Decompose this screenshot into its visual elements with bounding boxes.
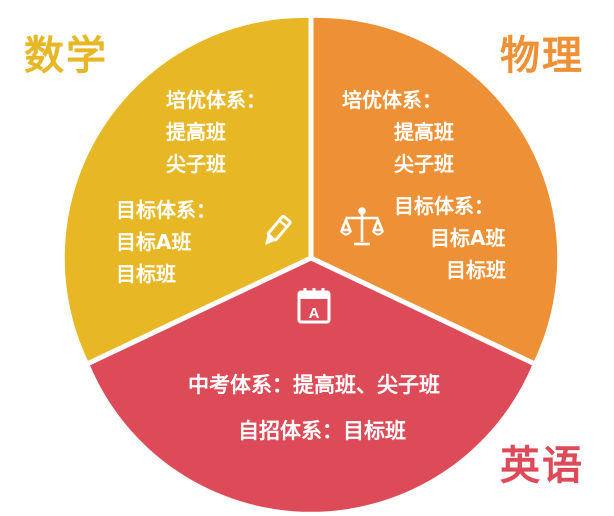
physics-target-system: 目标体系： 目标A班 目标班 <box>394 190 506 286</box>
physics-training-system-title: 培优体系： <box>342 88 442 112</box>
english-sector <box>89 258 533 512</box>
pencil-icon <box>265 214 292 246</box>
physics-target-system-title: 目标体系： <box>394 194 494 218</box>
math-training-system-title: 培优体系： <box>166 88 266 112</box>
math-target-system: 目标体系： 目标A班 目标班 <box>116 194 216 290</box>
english-line-2: 自招体系：目标班 <box>238 419 406 443</box>
math-class-item: 目标A班 <box>116 230 192 254</box>
math-training-system: 培优体系： 提高班 尖子班 <box>166 84 266 180</box>
sector-dividers <box>85 16 537 367</box>
physics-sector <box>311 17 558 364</box>
subject-label-physics: 物理 <box>500 33 584 79</box>
physics-class-item: 尖子班 <box>394 152 454 176</box>
physics-training-system: 培优体系： 提高班 尖子班 <box>342 84 454 180</box>
math-target-system-title: 目标体系： <box>116 198 216 222</box>
math-class-item: 目标班 <box>116 262 176 286</box>
physics-class-item: 提高班 <box>394 120 454 144</box>
math-class-item: 尖子班 <box>166 152 226 176</box>
math-class-item: 提高班 <box>166 120 226 144</box>
subject-label-math: 数学 <box>24 33 108 79</box>
physics-class-item: 目标班 <box>446 258 506 282</box>
calendar-a-icon: A <box>297 288 331 324</box>
english-line-1: 中考体系：提高班、尖子班 <box>188 373 440 397</box>
math-sector <box>64 17 311 363</box>
subject-label-english: 英语 <box>500 443 584 489</box>
svg-text:A: A <box>309 305 320 322</box>
english-systems: 中考体系：提高班、尖子班 自招体系：目标班 <box>0 362 614 454</box>
physics-class-item: 目标A班 <box>430 226 506 250</box>
scale-icon <box>340 207 384 246</box>
